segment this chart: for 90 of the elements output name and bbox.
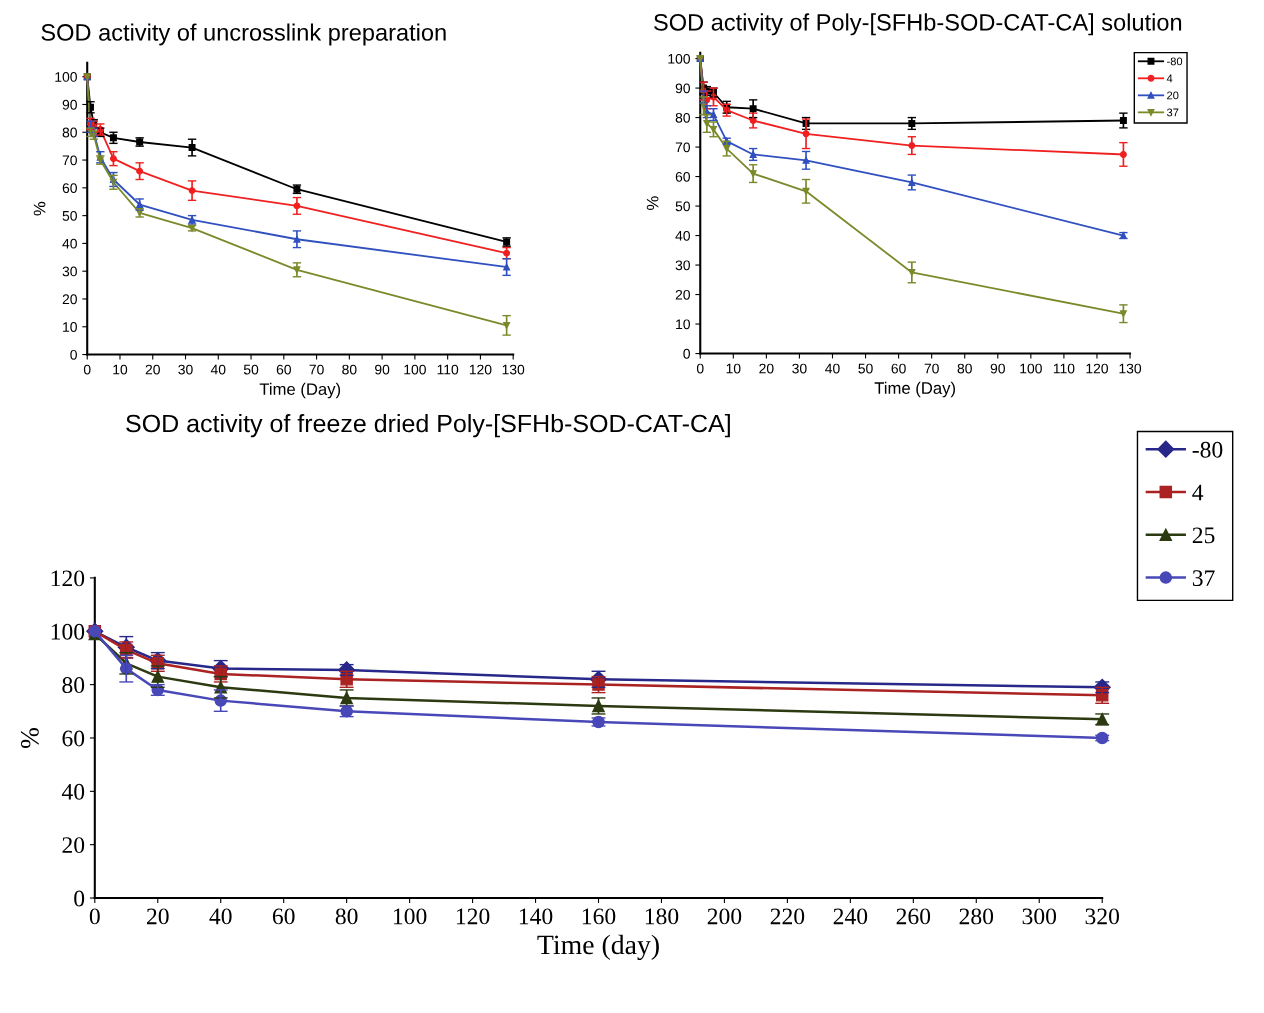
y-tick-label: 40 (675, 230, 690, 241)
chart-title: SOD activity of uncrosslink preparation (41, 23, 446, 46)
x-tick-label: 50 (858, 363, 873, 374)
y-tick-label: 70 (62, 155, 77, 166)
x-tick-label: 280 (959, 908, 994, 925)
x-tick-label: 10 (113, 364, 128, 375)
y-tick-label: 90 (675, 83, 690, 94)
y-tick-label: 80 (62, 127, 77, 138)
x-tick-label: 120 (1086, 363, 1108, 374)
y-tick-label: 50 (675, 201, 690, 212)
x-tick-label: 40 (209, 908, 232, 925)
x-tick-label: 20 (145, 364, 160, 375)
y-tick-label: 60 (62, 730, 85, 747)
y-tick-label: 120 (51, 570, 85, 587)
x-axis-title: Time (day) (537, 934, 659, 960)
y-tick-label: 0 (74, 890, 85, 907)
x-tick-label: 40 (210, 364, 226, 375)
x-tick-label: 60 (891, 363, 906, 374)
y-tick-label: 80 (675, 112, 690, 123)
x-tick-label: 160 (582, 908, 616, 925)
x-tick-label: 20 (146, 908, 169, 925)
y-tick-label: 80 (62, 677, 85, 694)
y-tick-label: 100 (51, 623, 85, 640)
legend-label: -80 (1167, 57, 1183, 66)
y-tick-label: 50 (62, 210, 77, 221)
x-tick-label: 130 (502, 364, 525, 375)
y-tick-label: 100 (668, 53, 690, 64)
x-axis-title: Time (Day) (874, 381, 955, 398)
x-tick-label: 180 (645, 908, 679, 925)
legend-label: -80 (1192, 441, 1223, 458)
x-tick-label: 100 (404, 364, 426, 375)
legend-label: 4 (1166, 74, 1173, 83)
x-tick-label: 90 (375, 364, 390, 375)
x-tick-label: 20 (759, 363, 774, 374)
legend-label: 4 (1192, 484, 1204, 501)
x-tick-label: 30 (792, 363, 807, 374)
x-tick-label: 30 (178, 364, 193, 375)
x-tick-label: 120 (469, 364, 492, 375)
y-tick-label: 60 (675, 171, 690, 182)
y-tick-label: 40 (61, 783, 85, 800)
x-tick-label: 130 (1119, 363, 1142, 374)
y-axis-title: % (33, 201, 46, 216)
x-axis-title: Time (Day) (259, 382, 341, 399)
legend-label: 20 (1167, 91, 1179, 100)
x-tick-label: 80 (957, 363, 972, 374)
x-tick-label: 100 (1020, 363, 1042, 374)
x-tick-label: 220 (770, 908, 805, 925)
legend-label: 37 (1166, 108, 1179, 117)
x-tick-label: 110 (437, 364, 459, 375)
x-tick-label: 70 (309, 364, 324, 375)
x-tick-label: 240 (833, 908, 868, 925)
x-tick-label: 10 (726, 363, 741, 374)
x-tick-label: 90 (990, 363, 1005, 374)
x-tick-label: 80 (335, 908, 358, 925)
legend-label: 37 (1192, 570, 1215, 587)
y-tick-label: 10 (676, 319, 690, 330)
y-tick-label: 20 (62, 837, 85, 854)
y-tick-label: 100 (55, 72, 77, 82)
x-tick-label: 200 (707, 908, 742, 925)
y-tick-label: 90 (62, 99, 77, 110)
x-tick-label: 120 (456, 908, 490, 925)
chart-title: SOD activity of freeze dried Poly-[SFHb-SOD-CAT-CA] (126, 413, 730, 438)
x-tick-label: 140 (519, 908, 553, 925)
x-tick-label: 110 (1053, 363, 1075, 374)
y-tick-label: 60 (62, 183, 77, 194)
x-tick-label: 40 (825, 363, 840, 374)
x-tick-label: 300 (1022, 908, 1057, 925)
x-tick-label: 80 (342, 364, 357, 375)
y-tick-label: 30 (62, 266, 77, 277)
x-tick-label: 100 (393, 908, 427, 925)
y-tick-label: 30 (675, 260, 690, 271)
x-tick-label: 70 (924, 363, 939, 374)
x-tick-label: 0 (696, 363, 704, 374)
y-tick-label: 70 (675, 142, 690, 153)
y-tick-label: 0 (70, 349, 77, 360)
x-tick-label: 260 (896, 908, 931, 925)
y-tick-label: 40 (62, 238, 77, 249)
x-tick-label: 320 (1085, 908, 1120, 925)
x-tick-label: 60 (276, 364, 291, 375)
y-tick-label: 20 (62, 294, 77, 305)
y-tick-label: 0 (683, 348, 690, 359)
y-tick-label: 20 (675, 289, 690, 300)
chart-title: SOD activity of Poly-[SFHb-SOD-CAT-CA] solution (654, 13, 1182, 36)
y-tick-label: 10 (63, 322, 77, 332)
x-tick-label: 0 (89, 908, 100, 925)
legend-label: 25 (1192, 527, 1215, 544)
y-axis-title: % (646, 196, 659, 210)
x-tick-label: 50 (243, 364, 259, 375)
x-tick-label: 60 (272, 908, 295, 925)
y-axis-title: % (20, 727, 39, 749)
